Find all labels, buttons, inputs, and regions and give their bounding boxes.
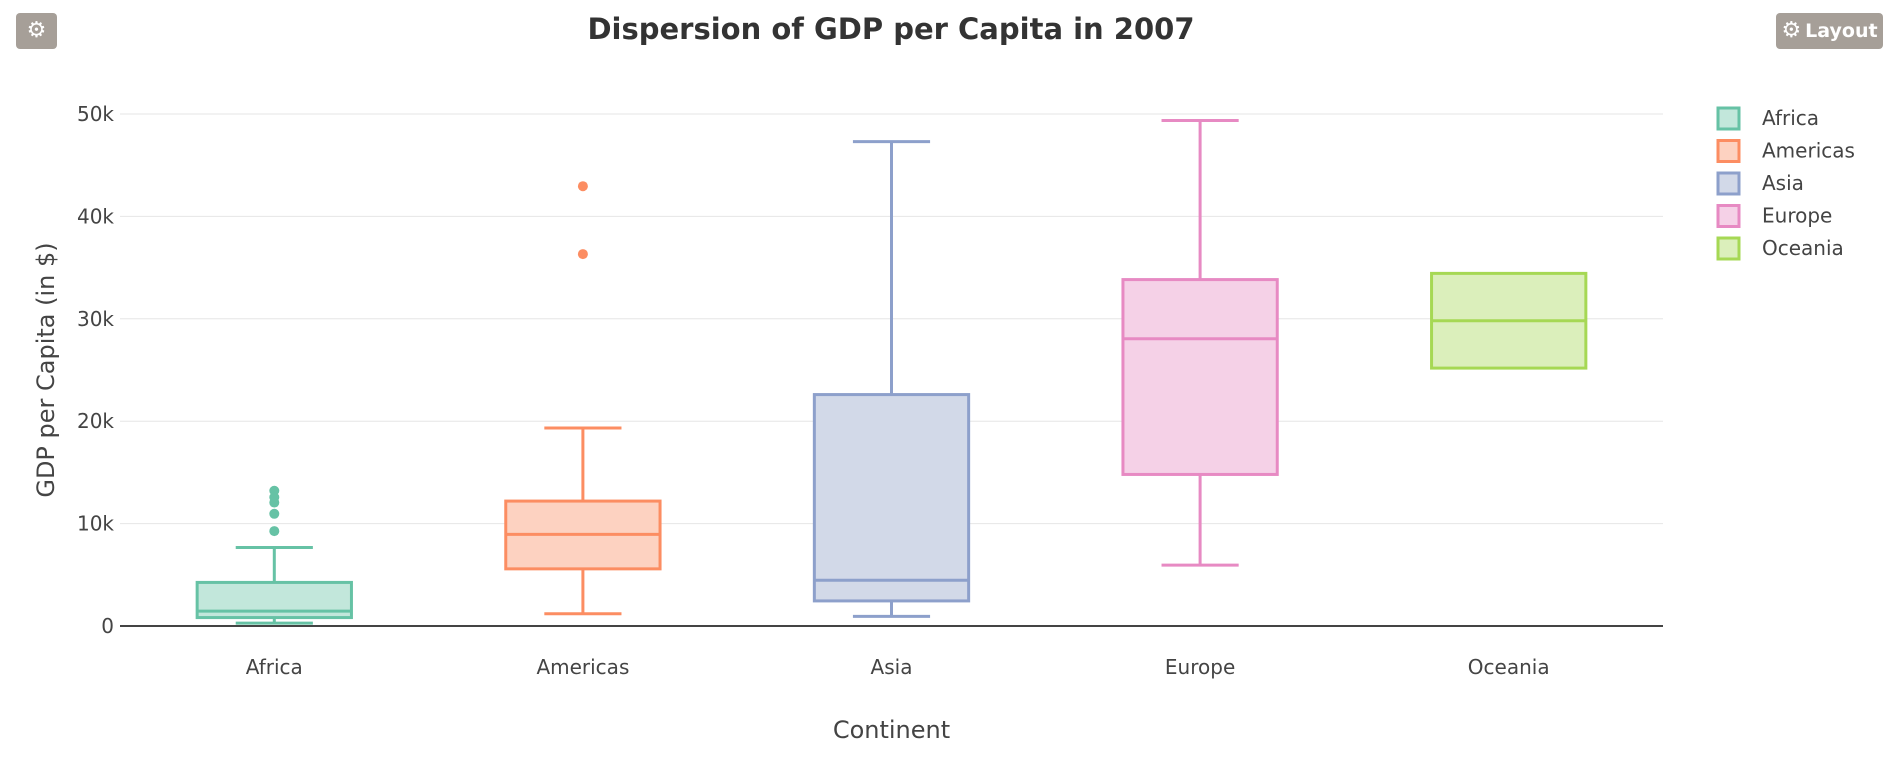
y-tick-label: 20k [77,409,114,433]
box-americas [504,181,662,616]
y-tick-label: 10k [77,512,114,536]
legend-item-africa: Africa [1716,106,1819,131]
legend-item-oceania: Oceania [1716,236,1844,261]
x-tick-label: Asia [871,655,913,679]
legend-swatch [1716,106,1741,131]
x-tick-label: Oceania [1468,655,1550,679]
x-tick-label: Americas [536,655,629,679]
legend-item-europe: Europe [1716,204,1832,228]
legend-label: Americas [1762,139,1855,163]
outlier-point [577,249,588,260]
legend-item-asia: Asia [1716,171,1804,196]
legend-label: Asia [1762,171,1804,195]
chart-title: Dispersion of GDP per Capita in 2007 [587,12,1195,46]
y-axis-title: GDP per Capita (in $) [32,242,60,497]
gear-icon: ⚙ [26,18,47,43]
y-tick-label: 40k [77,204,114,228]
legend: Africa Americas Asia Europe Oceania [1716,106,1855,261]
box-oceania [1430,271,1588,370]
iqr-box [812,393,971,603]
outlier-point [269,508,280,519]
y-tick-labels: 0 10k 20k 30k 40k 50k [77,102,114,638]
y-tick-label: 0 [101,614,114,638]
iqr-box [1121,278,1279,476]
settings-button[interactable]: ⚙ [16,13,57,49]
outlier-point [269,485,280,496]
layout-label: Layout [1805,20,1878,42]
y-tick-label: 50k [77,102,114,126]
legend-label: Europe [1762,204,1832,228]
legend-item-americas: Americas [1716,139,1855,163]
x-axis-title: Continent [833,716,950,744]
legend-swatch [1716,171,1741,196]
legend-swatch [1716,139,1741,163]
outlier-point [577,181,588,192]
legend-swatch [1716,204,1741,228]
y-tick-label: 30k [77,307,114,331]
x-tick-label: Africa [246,655,303,679]
gear-icon: ⚙ [1781,18,1802,43]
box-europe [1121,119,1279,567]
legend-label: Africa [1762,106,1819,130]
layout-button[interactable]: ⚙ Layout [1776,13,1883,49]
legend-label: Oceania [1762,236,1844,260]
x-tick-labels: Africa Americas Asia Europe Oceania [246,655,1550,679]
box-plots [195,119,1588,625]
legend-swatch [1716,236,1741,261]
x-tick-label: Europe [1165,655,1235,679]
box-asia [812,140,971,618]
box-africa [195,485,353,625]
outlier-point [269,526,280,537]
